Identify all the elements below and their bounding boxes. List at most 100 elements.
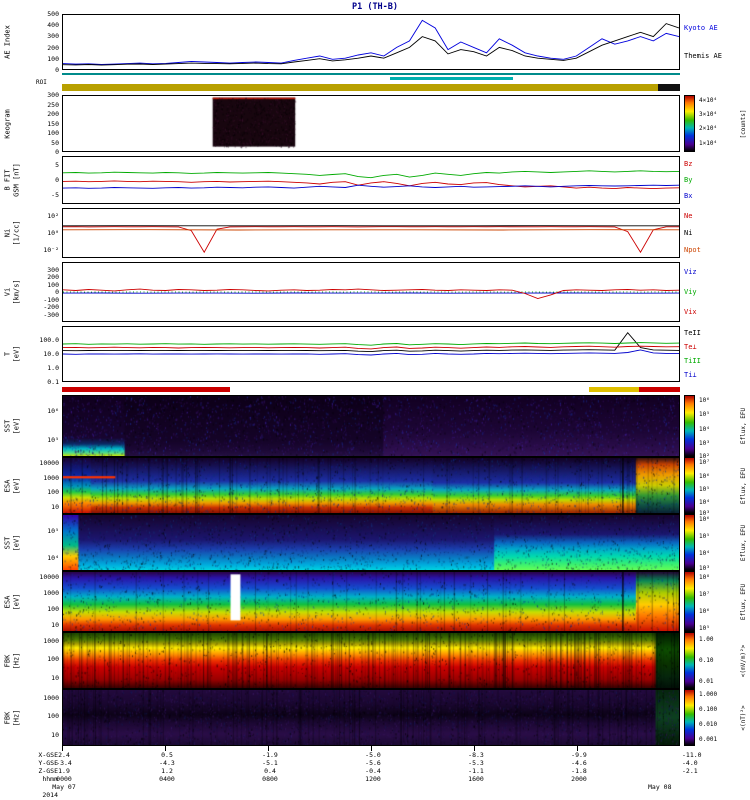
colorbar-esa_ion <box>684 457 695 514</box>
axis-value: 0.5 <box>161 751 173 759</box>
colorbar-tick: 10⁴ <box>699 498 710 506</box>
ytick-label: 200 <box>47 273 59 281</box>
y-axis-label: B FIT <box>3 169 12 191</box>
y-axis-label: [eV] <box>12 417 21 435</box>
y-axis-label: SST <box>3 536 12 549</box>
axis-value: -3.4 <box>56 759 72 767</box>
colorbar-tick: 2×10⁴ <box>699 125 718 133</box>
colorbar-unit: <(nT)²> <box>740 704 747 731</box>
spectrogram-sst_ion <box>63 396 679 456</box>
colorbar-unit: Eflux, EFU <box>740 524 747 561</box>
series-TiII <box>63 342 679 346</box>
colorbar-fbk_eff <box>684 632 695 689</box>
spectrogram-sst_elec <box>63 515 679 570</box>
colorbar-fbk_scm <box>684 689 695 746</box>
axis-value-end: -11.0 <box>682 751 702 759</box>
x-tick-label: 0400 <box>159 775 175 783</box>
colorbar-tick: 10⁶ <box>699 607 710 615</box>
colorbar-tick: 3×10⁴ <box>699 111 718 119</box>
x-tick-mark <box>577 746 578 751</box>
plot-title: P1 (TH-B) <box>351 2 399 12</box>
colorbar-unit: <(mV/m)²> <box>740 644 747 677</box>
hhmm-label: hhmm <box>42 775 58 783</box>
colorbar-tick: 10² <box>699 452 710 460</box>
axis-value: -5.0 <box>365 751 381 759</box>
ytick-label: 0 <box>55 66 59 74</box>
panel-sst_ion <box>62 395 680 457</box>
ytick-label: 100 <box>47 54 59 63</box>
panel-keogram <box>62 95 680 152</box>
colorbar-tick: 10³ <box>699 565 710 573</box>
axis-value: -5.3 <box>468 759 484 767</box>
ytick-label: 0 <box>55 148 59 156</box>
legend-Kyoto AE: Kyoto AE <box>684 24 718 32</box>
ytick-label: 100 <box>47 129 59 137</box>
axis-value: -5.6 <box>365 759 381 767</box>
ytick-label: 100.0 <box>39 336 59 344</box>
y-axis-label: Ni <box>3 228 12 238</box>
axis-row-label: Y-GSE <box>38 759 58 767</box>
series-Ti⊥ <box>63 349 679 356</box>
panel-vi <box>62 262 680 322</box>
legend-Themis AE: Themis AE <box>684 52 722 60</box>
series-Bx <box>63 184 679 189</box>
ytick-label: 10 <box>51 673 59 682</box>
axis-value: -1.1 <box>468 767 484 775</box>
x-tick-mark <box>371 746 372 751</box>
series-Kyoto AE <box>63 19 679 65</box>
legend-Bx: Bx <box>684 192 693 200</box>
colorbar-unit: Eflux, EFU <box>740 467 747 504</box>
mode-bar-olive <box>62 84 680 91</box>
colorbar-tick: 10⁵ <box>699 624 710 632</box>
y-axis-label: SST <box>3 419 12 433</box>
ytick-label: -5 <box>51 191 59 199</box>
y-axis-label: [eV] <box>12 593 21 610</box>
y-axis-label: [1/cc] <box>12 220 21 246</box>
axis-value: -0.4 <box>365 767 381 775</box>
ytick-label: 10 <box>51 620 59 629</box>
colorbar-tick: 10³ <box>699 439 710 447</box>
panel-fbk_eff <box>62 632 680 689</box>
colorbar-tick: 10⁶ <box>699 472 710 480</box>
x-tick-label: 0000 <box>56 775 72 783</box>
y-axis-label: [eV] <box>12 534 21 551</box>
mode-bar-teal-full <box>62 73 680 75</box>
legend-Viy: Viy <box>684 288 697 296</box>
x-tick-mark <box>62 746 63 751</box>
lineplot-ae <box>63 19 679 66</box>
ytick-label: 10000 <box>39 458 59 467</box>
axis-value: 2.4 <box>58 751 70 759</box>
axis-value: -9.9 <box>571 751 587 759</box>
series-Te⊥ <box>63 345 679 350</box>
ytick-label: 10⁻² <box>43 245 59 254</box>
burst-bar-segment <box>62 387 231 392</box>
y-axis-label: [Hz] <box>12 709 21 726</box>
panel-esa_ion <box>62 457 680 514</box>
series-Bz <box>63 180 679 190</box>
legend-Vix: Vix <box>684 308 697 316</box>
ytick-label: 1000 <box>43 588 59 597</box>
ytick-label: 100 <box>47 712 59 721</box>
colorbar-tick: 10⁵ <box>699 411 710 419</box>
ytick-label: 10⁰ <box>47 229 59 237</box>
legend-By: By <box>684 176 693 184</box>
ytick-label: 10 <box>51 503 59 512</box>
ytick-label: 1000 <box>43 636 59 645</box>
colorbar-unit: [counts] <box>740 109 747 138</box>
colorbar-tick: 4×10⁴ <box>699 97 718 105</box>
colorbar-sst_ion <box>684 395 695 457</box>
panel-esa_elec <box>62 571 680 632</box>
series-Themis AE <box>63 23 679 66</box>
ytick-label: 100 <box>47 655 59 664</box>
y-axis-label: T <box>3 351 12 357</box>
y-axis-label: [km/s] <box>12 279 21 305</box>
legend-Bz: Bz <box>684 160 693 168</box>
spectrogram-esa_elec <box>63 572 679 631</box>
colorbar-tick: 10⁶ <box>699 515 710 523</box>
axis-value: -5.1 <box>262 759 278 767</box>
spectrogram-keogram <box>63 96 679 151</box>
colorbar-tick: 10⁵ <box>699 532 710 540</box>
legend-TeII: TeII <box>684 329 701 337</box>
colorbar-tick: 0.010 <box>699 721 718 729</box>
ytick-label: 400 <box>47 21 59 30</box>
